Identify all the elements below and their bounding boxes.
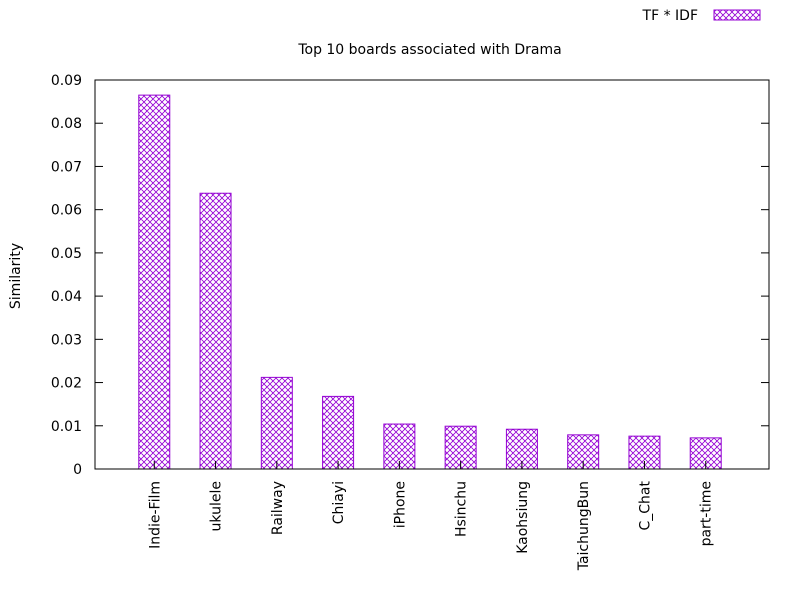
- x-tick-label: Kaohsiung: [515, 481, 531, 554]
- bars: [138, 94, 722, 470]
- x-tick-label: Railway: [270, 481, 286, 535]
- y-tick-label: 0.08: [51, 116, 82, 132]
- legend-label: TF * IDF: [642, 8, 698, 24]
- legend: TF * IDF: [642, 8, 761, 24]
- y-tick-label: 0.01: [51, 419, 82, 435]
- x-tick-label: iPhone: [392, 481, 408, 528]
- y-tick-label: 0.03: [51, 332, 82, 348]
- x-tick-label: part-time: [699, 481, 715, 546]
- x-tick-label: ukulele: [209, 481, 225, 531]
- y-tick-label: 0.09: [51, 73, 82, 89]
- x-tick-label: Chiayi: [331, 481, 347, 524]
- chart-title: Top 10 boards associated with Drama: [297, 42, 561, 58]
- x-tick-label: Indie-Film: [147, 481, 163, 549]
- bar: [138, 94, 171, 470]
- y-tick-label: 0.06: [51, 203, 82, 219]
- y-tick-label: 0.07: [51, 159, 82, 175]
- bar: [322, 395, 355, 470]
- x-axis-labels: Indie-Film ukulele Railway Chiayi iPhone Hsin…: [147, 480, 714, 571]
- y-tick-label: 0.04: [51, 289, 82, 305]
- x-tick-label: C_Chat: [637, 480, 653, 530]
- legend-swatch: [713, 9, 761, 21]
- y-axis-ticks: 0 0.01 0.02 0.03 0.04 0.05 0.06 0.07 0.08 0.09: [51, 73, 769, 478]
- y-axis-label: Similarity: [8, 243, 24, 309]
- x-tick-label: TaichungBun: [576, 481, 592, 571]
- y-tick-label: 0.05: [51, 246, 82, 262]
- y-tick-label: 0.02: [51, 376, 82, 392]
- bar: [199, 192, 232, 470]
- y-tick-label: 0: [73, 462, 82, 478]
- x-tick-label: Hsinchu: [454, 481, 470, 537]
- bar: [260, 376, 293, 470]
- plot-frame: [94, 79, 770, 470]
